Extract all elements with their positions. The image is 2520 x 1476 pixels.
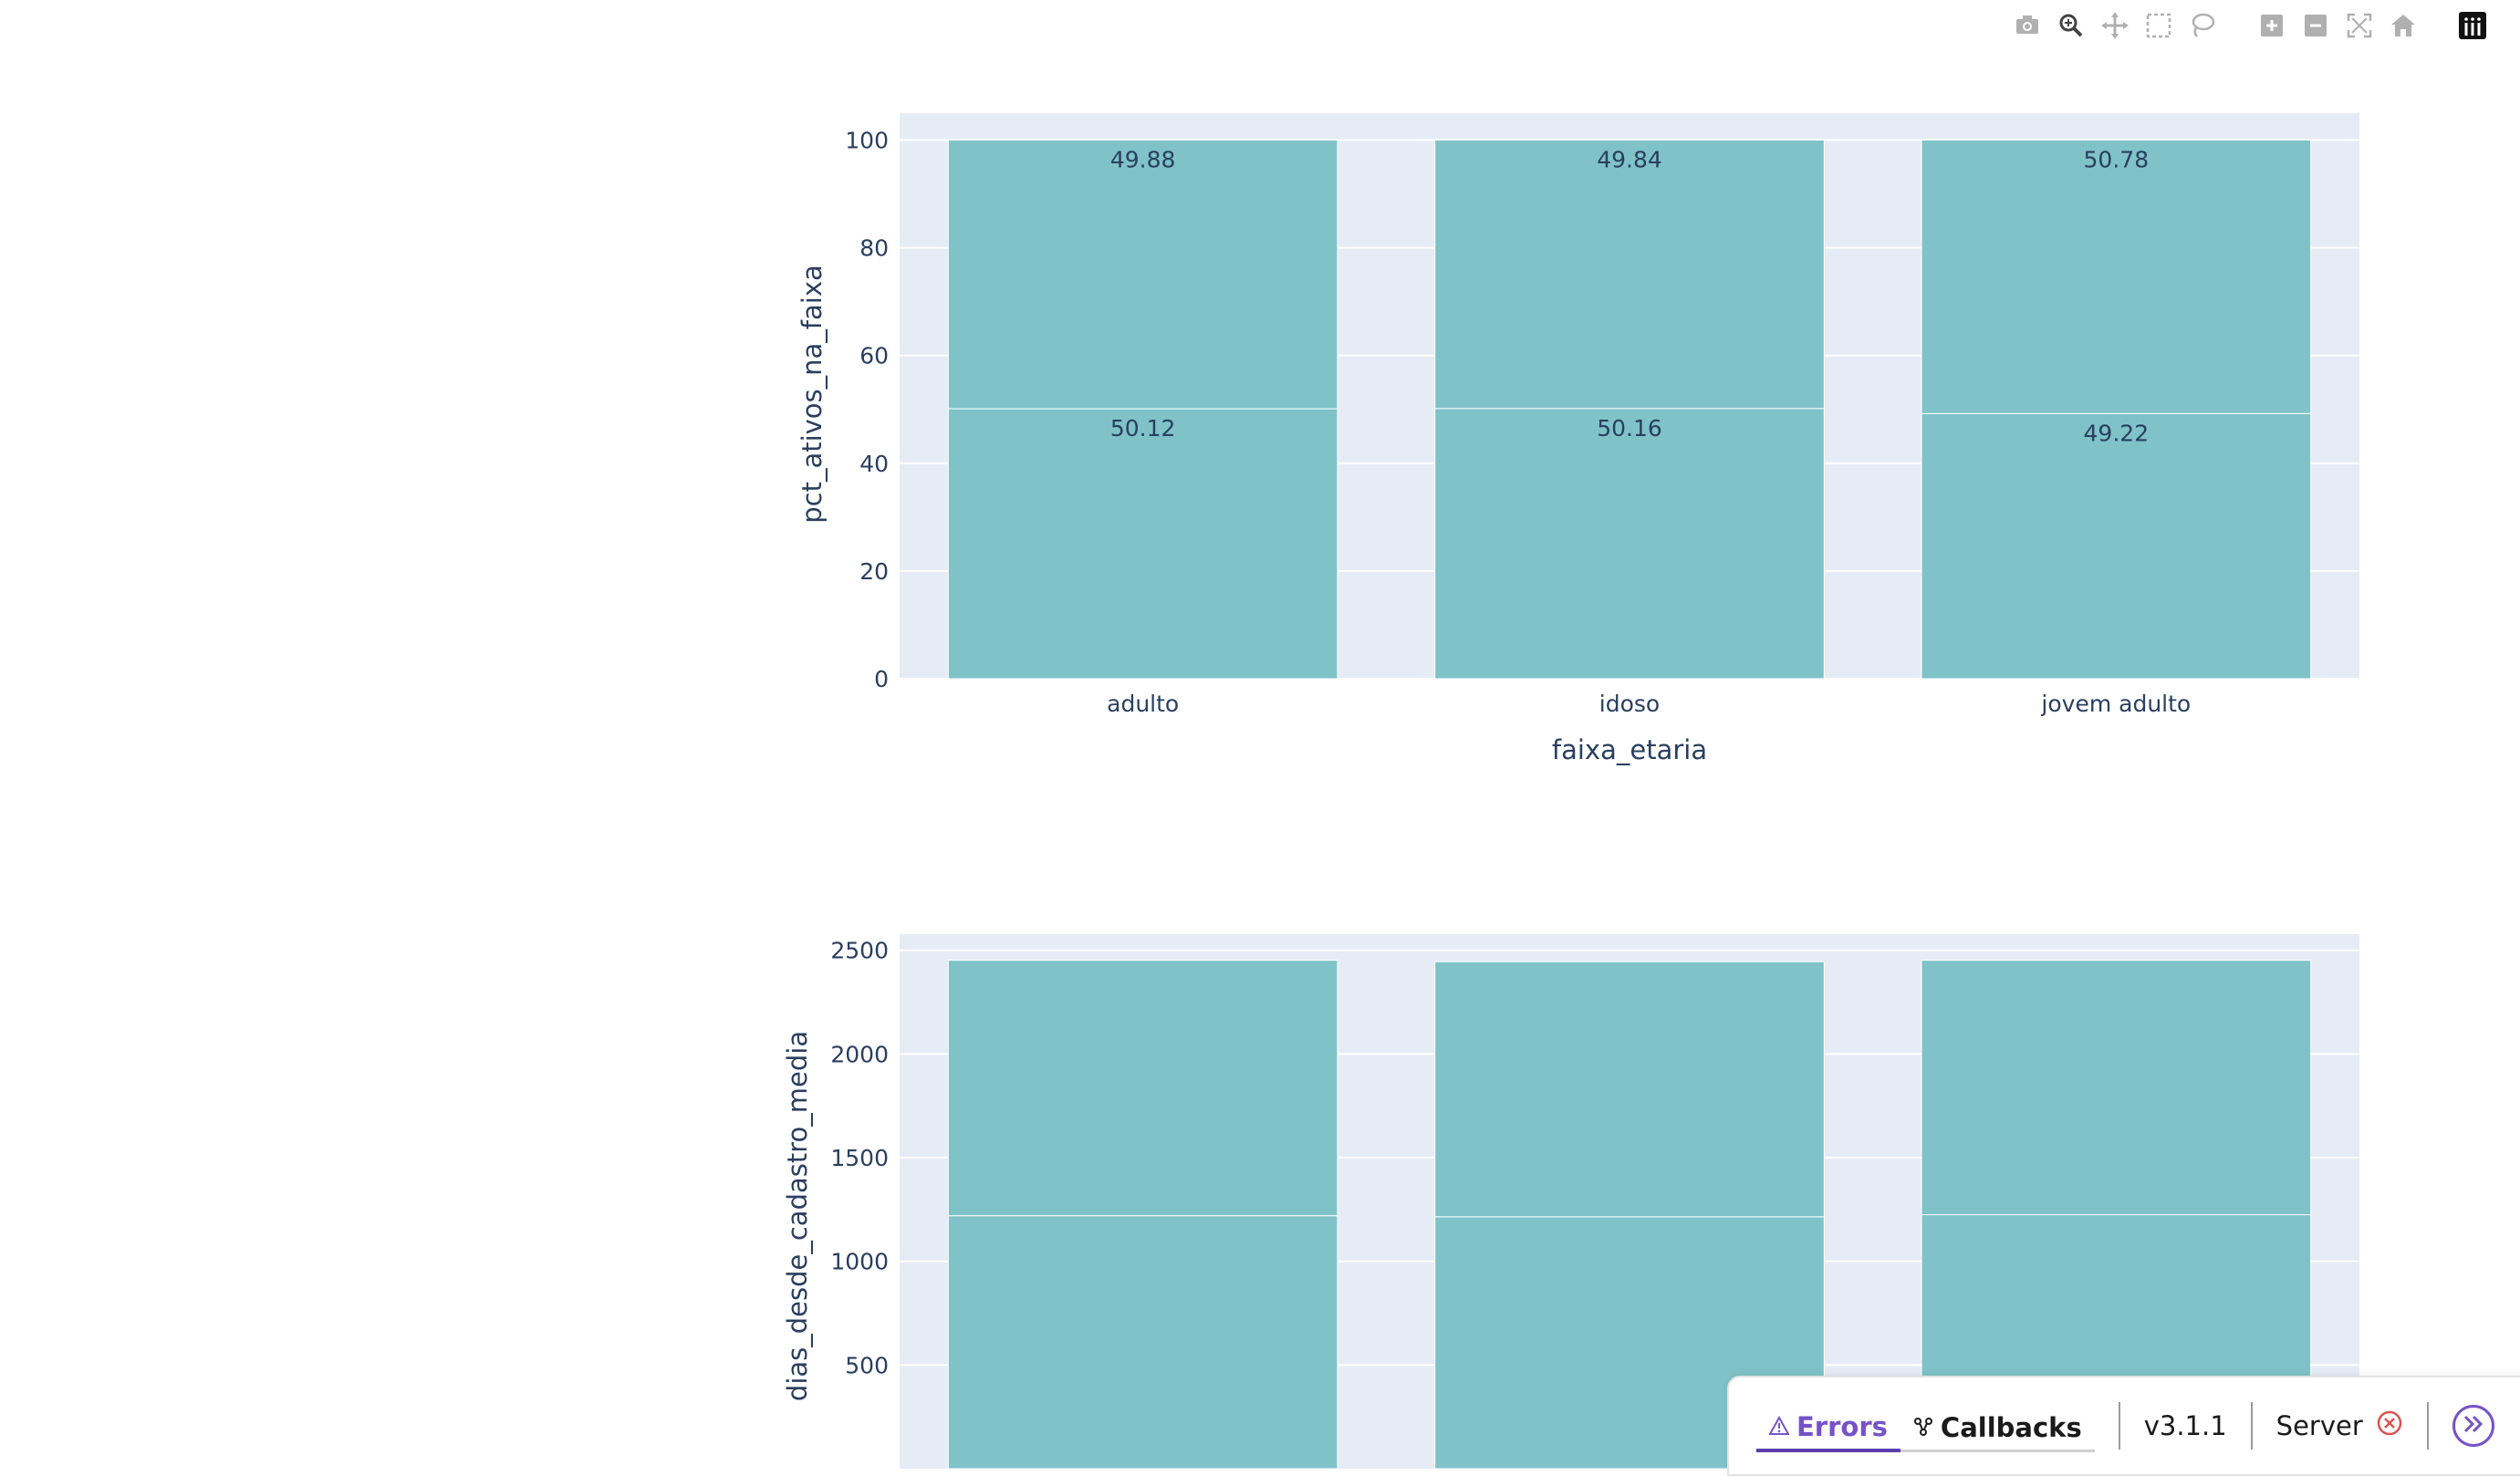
autoscale-icon [2347, 13, 2372, 38]
zoom-in-icon [2261, 15, 2283, 36]
dash-devtools-bar: Errors Callbacks v3.1.1 Server [1727, 1376, 2520, 1476]
data-label: 50.12 [1110, 415, 1176, 442]
zoom-out-button[interactable] [2296, 7, 2336, 44]
chart-pct-ativos: 0 20 40 60 80 100 50.12 49.88 adulto 50.16 49.84 id… [797, 113, 2359, 765]
camera-icon [2016, 16, 2038, 34]
divider [2118, 1402, 2120, 1450]
autoscale-button[interactable] [2339, 7, 2379, 44]
y-tick-label: 2000 [830, 1041, 889, 1067]
callbacks-tab-label: Callbacks [1940, 1411, 2082, 1443]
y-tick-label: 500 [845, 1352, 889, 1378]
reset-axes-button[interactable] [2383, 7, 2423, 44]
bar [947, 408, 1338, 680]
zoom-icon [2059, 14, 2083, 37]
divider [2250, 1402, 2253, 1450]
y-tick-label: 40 [859, 451, 889, 477]
callback-graph-icon [1913, 1412, 1933, 1443]
warning-icon [1768, 1411, 1790, 1442]
double-chevron-right-icon [2462, 1414, 2485, 1438]
y-tick-label: 1000 [830, 1249, 889, 1275]
divider [2426, 1402, 2429, 1450]
box-select-button[interactable] [2139, 7, 2179, 44]
plotly-logo-icon [2459, 12, 2486, 39]
y-tick-label: 20 [859, 558, 889, 585]
bar [947, 960, 1338, 1217]
x-tick-label: idoso [1599, 691, 1660, 717]
pan-button[interactable] [2095, 7, 2135, 44]
version-label: v3.1.1 [2143, 1410, 2227, 1441]
x-tick-label: adulto [1107, 691, 1179, 717]
collapse-devtools-button[interactable] [2452, 1405, 2494, 1447]
y-axis-title: pct_ativos_na_faixa [797, 265, 828, 524]
y-tick-label: 2500 [830, 938, 889, 964]
errors-tab-label: Errors [1796, 1411, 1888, 1442]
bar [1921, 412, 2312, 680]
camera-button[interactable] [2007, 7, 2047, 44]
x-axis-title: faixa_etaria [1552, 734, 1707, 765]
errors-tab[interactable]: Errors [1756, 1405, 1900, 1452]
bar [1434, 408, 1825, 680]
data-label: 50.78 [2084, 147, 2150, 173]
y-tick-label: 1500 [830, 1145, 889, 1171]
plotly-logo-button[interactable] [2452, 7, 2493, 44]
bar [1921, 960, 2312, 1216]
chart-dias-cadastro: 500 1000 1500 2000 2500 dias_desde_cadastro_m… [782, 934, 2359, 1469]
server-status[interactable]: Server [2276, 1409, 2403, 1443]
lasso-icon [2192, 13, 2215, 37]
data-label: 49.84 [1597, 147, 1662, 173]
server-error-icon [2376, 1409, 2403, 1443]
data-label: 50.16 [1597, 415, 1662, 442]
pan-icon [2101, 12, 2129, 39]
y-tick-label: 0 [874, 666, 889, 692]
y-tick-label: 80 [859, 235, 889, 262]
bar [1434, 140, 1825, 410]
zoom-out-icon [2305, 15, 2327, 36]
box-select-icon [2146, 13, 2171, 38]
lasso-button[interactable] [2182, 7, 2223, 44]
bar [947, 1215, 1338, 1469]
plotly-modebar [2007, 7, 2493, 44]
bar [947, 140, 1338, 410]
reset-axes-icon [2391, 15, 2415, 36]
zoom-button[interactable] [2051, 7, 2091, 44]
data-label: 49.88 [1110, 147, 1176, 173]
y-tick-label: 100 [845, 128, 889, 154]
bar [1434, 961, 1825, 1218]
zoom-in-button[interactable] [2252, 7, 2292, 44]
y-tick-label: 60 [859, 343, 889, 369]
x-tick-label: jovem adulto [2040, 691, 2191, 717]
callbacks-tab[interactable]: Callbacks [1900, 1405, 2095, 1452]
y-axis-title: dias_desde_cadastro_media [782, 1031, 813, 1401]
data-label: 49.22 [2084, 420, 2150, 446]
server-label: Server [2275, 1410, 2363, 1441]
bar [1921, 140, 2312, 414]
